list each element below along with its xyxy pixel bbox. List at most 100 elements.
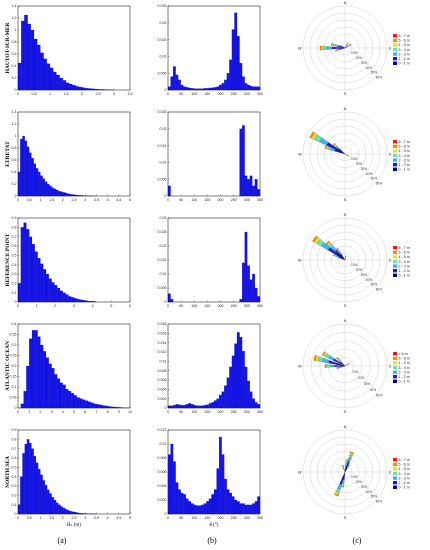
y-tick-label: 0.01: [160, 442, 167, 446]
bar: [68, 296, 72, 303]
x-tick-label: 0: [17, 516, 19, 520]
y-tick-label: 0.025: [158, 110, 167, 114]
x-tick-label: 50: [179, 304, 183, 308]
bar: [183, 494, 186, 515]
rose-ring-label: 20%: [358, 376, 365, 380]
bar: [80, 195, 84, 197]
legend-label: 1 - 2 m: [399, 375, 410, 379]
bar: [224, 79, 227, 91]
legend-swatch: [393, 47, 397, 52]
bar: [254, 501, 258, 515]
rose-petal: [341, 465, 344, 467]
bar: [201, 88, 204, 91]
y-tick-label: 0.4: [12, 263, 17, 267]
bar: [76, 299, 80, 303]
rose-ring-label: 50%: [371, 495, 378, 499]
legend-swatch: [393, 144, 397, 148]
legend-label: 1 - 2 m: [399, 269, 410, 273]
x-tick-label: 0: [167, 198, 169, 202]
bar: [21, 20, 25, 91]
y-tick-label: 0: [165, 88, 167, 92]
y-tick-label: 0.2: [12, 182, 17, 186]
rose-petal: [332, 143, 335, 146]
x-axis-label: θ (°): [210, 523, 219, 528]
bar: [234, 499, 238, 515]
x-tick-label: 0: [17, 304, 19, 308]
rose-petal: [313, 355, 317, 361]
x-tick-label: 2.5: [96, 92, 101, 96]
x-tick-label: 5: [110, 304, 112, 308]
legend-label: 0 - 1 m: [399, 274, 410, 278]
bar: [67, 510, 70, 515]
bar: [208, 498, 212, 515]
row-label-north-sea: NORTH SEA: [5, 456, 11, 488]
bar: [249, 175, 253, 197]
bar: [173, 66, 176, 91]
bar: [90, 402, 94, 409]
bar: [40, 175, 43, 197]
bar: [170, 443, 174, 515]
bar: [254, 86, 258, 91]
y-tick-label: 0.8: [12, 438, 17, 442]
y-tick-label: 0.012: [158, 428, 167, 432]
x-tick-label: 250: [231, 92, 237, 96]
bar: [229, 492, 232, 515]
legend-swatch: [393, 476, 397, 480]
bar: [26, 439, 30, 515]
bar: [244, 366, 248, 409]
bar: [196, 405, 199, 409]
bar: [42, 480, 45, 515]
bar: [80, 513, 84, 515]
bar: [20, 403, 24, 409]
x-tick-label: 0: [17, 410, 19, 414]
x-tick-label: 3.5: [94, 516, 99, 520]
bar: [73, 512, 77, 515]
y-tick-label: 0: [165, 512, 167, 516]
bar: [56, 189, 59, 197]
legend-label: 4 - 5 m: [399, 467, 410, 471]
legend-label: 4 - 5 m: [399, 43, 410, 47]
bar: [38, 469, 41, 515]
x-tick-label: 1: [49, 92, 51, 96]
bar: [44, 484, 48, 515]
bar: [45, 273, 49, 303]
x-tick-label: 2.5: [72, 198, 77, 202]
rose-petal: [350, 43, 352, 46]
rose-etretat: 10%20%30%40%50%60% N E S W 6 - 7 m5 - 6 m4 - …: [298, 107, 410, 202]
bar: [252, 398, 255, 409]
legend-swatch: [393, 163, 397, 167]
x-tick-label: 150: [204, 304, 210, 308]
rose-petal: [343, 468, 345, 471]
bar: [53, 499, 57, 515]
legend-swatch: [393, 246, 397, 250]
bar: [183, 405, 186, 409]
y-tick-label: 0: [15, 88, 17, 92]
bar: [178, 79, 181, 91]
rose-ring-label: 10%: [351, 263, 358, 267]
bar: [65, 389, 69, 409]
bar: [31, 448, 34, 515]
y-tick-label: 0.016: [158, 332, 167, 336]
hist-reference-point-a: 0 1 2 3 4 5 6 0 0.1 0.2 0.3 0.4 0.5 0.6 0.7 0.8 0.9: [12, 216, 132, 308]
x-tick-label: 100: [191, 410, 197, 414]
rose-ring-label: 20%: [356, 162, 363, 166]
rose-reference-point: 10%20%30%40%50%60% N E S W 6 - 7 m5 - 6 m4 - …: [298, 213, 410, 308]
rose-petal: [322, 351, 326, 356]
bar: [107, 406, 111, 409]
hist-north-sea-a: 0 0.5 1 1.5 2 2.5 3 3.5 4 4.5 5 0 0.1 0.2 0.3 0.4 0.5 0.6…: [12, 428, 132, 528]
bar: [236, 332, 240, 409]
bar: [196, 505, 199, 515]
bar: [47, 183, 50, 197]
bar: [213, 400, 217, 409]
y-tick-label: 0: [165, 194, 167, 198]
bar: [213, 489, 217, 515]
bar: [257, 404, 261, 409]
bar: [173, 405, 176, 409]
bar: [57, 378, 61, 409]
legend-swatch: [393, 485, 397, 489]
bar: [26, 229, 30, 303]
rose-petal: [324, 145, 327, 149]
bar: [221, 391, 225, 409]
bar: [254, 402, 258, 409]
compass-n: N: [344, 107, 347, 111]
